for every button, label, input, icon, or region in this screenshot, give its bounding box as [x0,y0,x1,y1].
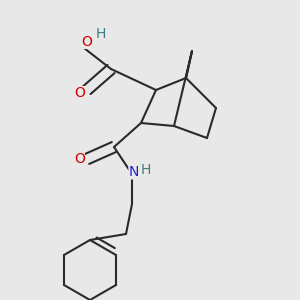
Text: N: N [128,166,139,179]
Text: O: O [74,152,85,166]
Text: H: H [95,27,106,41]
Text: H: H [140,163,151,176]
Text: O: O [82,35,92,49]
Text: O: O [74,86,85,100]
